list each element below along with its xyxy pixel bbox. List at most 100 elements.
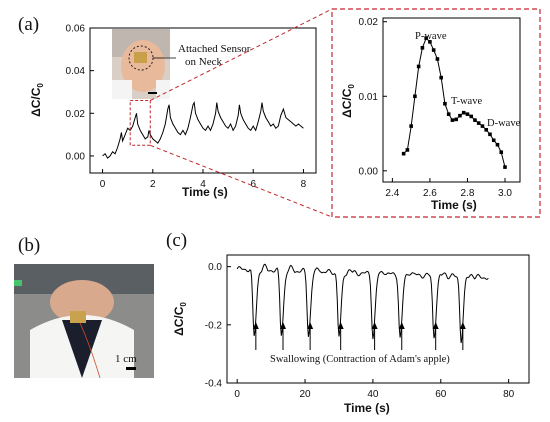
zoom-point <box>443 101 447 106</box>
chart-a-ylabel: ΔC/C0 <box>29 83 45 117</box>
zoom-point <box>439 75 443 80</box>
panel-b-label: (b) <box>18 235 40 256</box>
ytick-label: 0.04 <box>66 66 86 77</box>
zoom-point <box>465 112 470 116</box>
zoom-point <box>499 150 504 154</box>
chart-c: 0.0 -0.2 -0.4 0 20 40 60 80 Swallowing (Contra… <box>172 254 530 415</box>
chart-a-xlabel: Time (s) <box>182 185 228 199</box>
swallow-arrowhead <box>398 322 405 329</box>
annotation-p-wave: P-wave <box>415 31 447 42</box>
ytick-label: 0.0 <box>208 262 222 273</box>
swallow-arrowhead <box>307 322 314 329</box>
chart-zoom-points <box>401 36 507 169</box>
swallow-caption: Swallowing (Contraction of Adam's apple) <box>270 354 450 365</box>
zoom-point <box>488 132 492 137</box>
xtick-label: 4 <box>200 179 206 190</box>
chart-a-xticks: 0 2 4 6 8 <box>100 169 307 190</box>
zoom-point <box>446 112 451 116</box>
ytick-label: 0.02 <box>359 17 379 28</box>
chart-a-main: 0.00 0.02 0.04 0.06 0 2 4 6 8 Time (s) ΔC/C0 At… <box>29 24 317 199</box>
zoom-point <box>420 46 425 50</box>
zoom-point <box>484 128 489 132</box>
zoom-point <box>503 165 507 169</box>
xtick-label: 2 <box>150 179 156 190</box>
xtick-label: 2.6 <box>423 188 437 199</box>
zoom-point <box>428 40 432 44</box>
chart-c-yticks: 0.0 -0.2 -0.4 <box>205 262 231 390</box>
xtick-label: 40 <box>367 389 379 400</box>
swallow-arrowhead <box>459 322 466 329</box>
chart-a-zoom: 0.000.010.02 2.4 2.6 2.8 3.0 P-wave T-wave … <box>340 17 521 212</box>
xtick-label: 0 <box>234 389 240 400</box>
xtick-label: 8 <box>301 179 307 190</box>
chart-c-xlabel: Time (s) <box>344 401 390 415</box>
chart-c-frame <box>226 254 530 384</box>
chart-a-yticks: 0.00 0.02 0.04 0.06 <box>66 24 94 162</box>
zoom-point <box>458 113 462 118</box>
zoom-point <box>476 121 481 125</box>
zoom-point <box>480 124 485 128</box>
chart-zoom-series-line <box>403 37 506 168</box>
panel-a-label: (a) <box>18 14 39 35</box>
neck-photo-inset: Attached Sensor on Neck <box>112 29 251 99</box>
zoom-point <box>409 124 413 128</box>
scale-label-b: 1 cm <box>115 353 137 365</box>
inset-scale-bar <box>148 92 157 94</box>
ytick-label: 0.00 <box>66 151 86 162</box>
zoom-point <box>431 48 436 52</box>
sensor-patch-b <box>70 311 86 323</box>
xtick-label: 0 <box>100 179 106 190</box>
swallow-arrowhead <box>337 322 344 329</box>
chart-zoom-xticks: 2.4 2.6 2.8 3.0 <box>385 178 512 199</box>
sensor-patch <box>134 52 147 63</box>
zoom-point <box>416 64 421 69</box>
xtick-label: 20 <box>299 389 311 400</box>
photo-b: 1 cm <box>14 264 154 379</box>
panel-c-label: (c) <box>166 230 187 251</box>
xtick-label: 80 <box>503 389 515 400</box>
xtick-label: 60 <box>435 389 447 400</box>
zoom-connector-top <box>150 8 333 101</box>
zoom-point <box>401 151 406 156</box>
zoom-point <box>435 57 440 61</box>
ytick-label: 0.02 <box>66 109 86 120</box>
chart-c-xticks: 0 20 40 60 80 <box>234 379 515 400</box>
chart-zoom-frame <box>382 17 521 183</box>
xtick-label: 2.4 <box>385 188 399 199</box>
swallow-arrowhead <box>279 322 286 329</box>
swallow-arrows <box>252 322 466 350</box>
chart-zoom-ylabel: ΔC/C0 <box>340 84 356 118</box>
ytick-label: 0.06 <box>66 24 86 35</box>
chart-zoom-yticks: 0.00 0.01 0.02 <box>359 17 387 177</box>
zoom-source-box <box>129 100 151 146</box>
xtick-label: 2.8 <box>460 188 474 199</box>
scale-bar-b <box>126 367 136 370</box>
zoom-point <box>405 148 410 152</box>
zoom-point <box>473 118 477 122</box>
ytick-label: 0.00 <box>359 166 379 177</box>
chart-zoom-xlabel: Time (s) <box>431 198 477 212</box>
annotation-t-wave: T-wave <box>451 96 482 107</box>
zoom-connector-bottom <box>150 144 333 218</box>
zoom-point <box>413 94 417 99</box>
ytick-label: -0.2 <box>205 320 223 331</box>
zoom-point <box>491 138 496 143</box>
sensor-photo-label: Attached Sensor on Neck <box>178 43 251 68</box>
chart-c-series-line <box>236 263 489 344</box>
zoom-point <box>461 110 466 115</box>
zoom-point <box>450 118 455 122</box>
chart-a-series-line <box>102 100 304 159</box>
zoom-point <box>495 142 500 147</box>
swallow-arrowhead <box>371 322 378 329</box>
xtick-label: 3.0 <box>498 188 512 199</box>
swallow-arrowhead <box>252 322 259 329</box>
zoom-point <box>469 114 474 119</box>
swallow-arrowhead <box>432 322 439 329</box>
xtick-label: 6 <box>250 179 256 190</box>
ytick-label: -0.4 <box>205 379 223 390</box>
annotation-d-wave: D-wave <box>487 118 521 129</box>
zoom-point <box>424 36 428 40</box>
chart-c-ylabel: ΔC/C0 <box>172 302 188 336</box>
zoom-point <box>454 117 458 122</box>
